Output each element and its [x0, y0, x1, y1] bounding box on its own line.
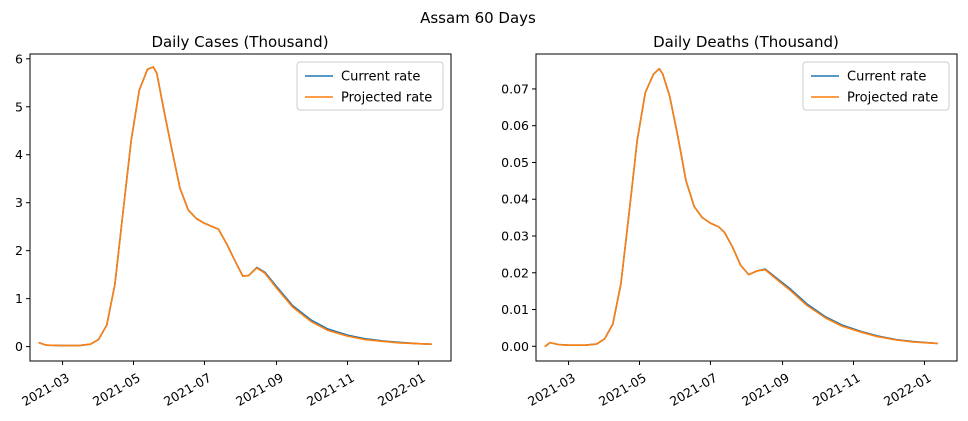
y-tick-label: 0: [15, 339, 23, 354]
deaths-series-projected-rate-line: [544, 67, 939, 348]
y-tick-label: 0.04: [501, 192, 529, 207]
y-tick-label: 3: [15, 195, 23, 210]
legend-label: Current rate: [847, 70, 926, 85]
deaths-axes-frame: [535, 53, 958, 362]
y-tick-label: 0.05: [501, 155, 529, 170]
y-tick-label: 4: [15, 147, 23, 162]
legend-box: [296, 61, 444, 111]
x-tick-label: 2021-11: [810, 370, 863, 409]
x-tick-label: 2021-05: [596, 370, 649, 409]
daily-cases-legend: Current rate Projected rate: [296, 61, 444, 111]
legend-label: Projected rate: [341, 91, 432, 106]
x-tick-label: 2021-03: [19, 370, 72, 409]
y-tick-label: 0.06: [501, 118, 529, 133]
y-tick-label: 0.01: [501, 302, 529, 317]
x-tick-label: 2021-09: [739, 370, 792, 409]
y-tick-label: 1: [15, 291, 23, 306]
figure-suptitle: Assam 60 Days: [420, 9, 536, 27]
x-tick-label: 2021-07: [667, 370, 720, 409]
x-tick-label: 2022-01: [881, 370, 934, 409]
daily-deaths-panel: Daily Deaths (Thousand) 0.00 0.01 0.02 0.03…: [501, 33, 958, 409]
y-tick-label: 0.03: [501, 228, 529, 243]
y-tick-label: 0.07: [501, 81, 529, 96]
y-tick-label: 0.00: [501, 339, 529, 354]
y-tick-label: 2: [15, 243, 23, 258]
daily-deaths-legend: Current rate Projected rate: [802, 61, 950, 111]
legend-box: [802, 61, 950, 111]
x-tick-label: 2021-03: [525, 370, 578, 409]
x-tick-label: 2021-07: [161, 370, 214, 409]
cases-axes-frame: [29, 53, 452, 362]
cases-series-projected-rate-line: [38, 66, 433, 347]
y-tick-label: 5: [15, 99, 23, 114]
daily-cases-title: Daily Cases (Thousand): [151, 33, 328, 51]
legend-label: Current rate: [341, 70, 420, 85]
y-tick-label: 0.02: [501, 265, 529, 280]
daily-cases-panel: Daily Cases (Thousand) 0 1 2 3 4 5 6 2021-03 202…: [15, 33, 452, 409]
x-tick-label: 2022-01: [375, 370, 428, 409]
y-tick-label: 6: [15, 51, 23, 66]
x-tick-label: 2021-05: [90, 370, 143, 409]
legend-label: Projected rate: [847, 91, 938, 106]
x-tick-label: 2021-11: [304, 370, 357, 409]
x-tick-label: 2021-09: [233, 370, 286, 409]
daily-deaths-title: Daily Deaths (Thousand): [653, 33, 839, 51]
